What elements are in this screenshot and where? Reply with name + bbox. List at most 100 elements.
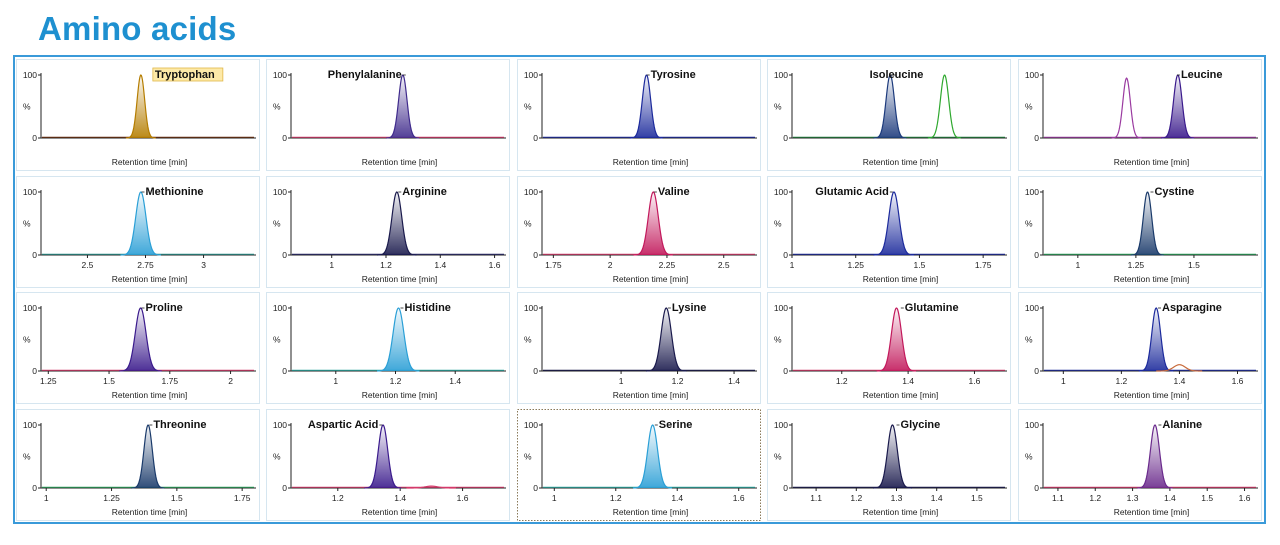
x-tick-label: 2 (228, 376, 233, 386)
chromatogram-panel[interactable]: 100 0% 1.2 1.4 1.6 Retention time [min] Glutam… (767, 292, 1012, 404)
peak-trace (873, 423, 912, 489)
chromatogram-panel[interactable]: 100 0% 1 1.2 1.4 1.6 Retention time [min] Serin… (516, 408, 761, 521)
peak-shade (1130, 191, 1164, 255)
peak-trace (119, 307, 162, 372)
x-tick-label: 2.75 (137, 260, 154, 270)
y-axis-label: % (774, 335, 782, 345)
y-axis-label: % (1025, 102, 1033, 112)
y-axis-label: % (524, 335, 532, 345)
x-tick-label: 1.75 (234, 493, 251, 503)
y-axis-label: % (273, 102, 281, 112)
x-tick-label: 1 (790, 260, 795, 270)
y-axis-label: % (23, 102, 31, 112)
x-tick-label: 1.1 (1052, 493, 1064, 503)
x-axis-label: Retention time [min] (1113, 390, 1189, 400)
x-tick-label: 1.4 (435, 260, 447, 270)
chart-title: Phenylalanine (328, 69, 402, 81)
chromatogram-panel[interactable]: 100 0% 1 1.2 1.4 1.6 Retention time [min] Aspar… (1017, 292, 1262, 404)
peak-shade (386, 75, 420, 138)
peak-trace (645, 307, 687, 372)
x-axis-label: Retention time [min] (613, 507, 689, 517)
panel-border (1017, 175, 1262, 288)
x-tick-label: 1 (330, 260, 335, 270)
x-tick-label: 1.75 (545, 260, 562, 270)
chromatogram-panel[interactable]: 100 0% Retention time [min] Isoleucine (767, 59, 1012, 171)
peak-shade (645, 308, 687, 371)
x-tick-label: 1.6 (969, 376, 981, 386)
x-axis-label: Retention time [min] (362, 390, 438, 400)
chromatogram-panel[interactable]: 100 0% 1.2 1.4 1.6 Retention time [min] Aspart… (266, 408, 511, 521)
panel-border (516, 175, 761, 288)
x-tick-label: 1.4 (1173, 376, 1185, 386)
x-tick-label: 1.5 (1201, 493, 1213, 503)
x-tick-label: 1.4 (728, 376, 740, 386)
x-tick-label: 2.5 (718, 260, 730, 270)
y-tick-label: 100 (273, 303, 287, 313)
peak-trace (629, 74, 663, 139)
x-tick-label: 2.25 (658, 260, 675, 270)
chromatogram-panel[interactable]: 100 0% 1.1 1.2 1.3 1.4 1.5 1.6 Retention time [m… (1017, 408, 1262, 521)
title-highlight (152, 67, 224, 82)
x-tick-label: 1 (552, 493, 557, 503)
chart-title: Tryptophan (155, 69, 215, 81)
x-tick-label: 1.5 (1188, 260, 1200, 270)
peak-shade (1138, 308, 1173, 371)
peak-trace (632, 423, 672, 489)
y-axis-label: % (273, 218, 281, 228)
y-axis-label: % (273, 451, 281, 461)
chart-title: Isoleucine (870, 69, 924, 81)
y-tick-label: 0 (533, 366, 538, 376)
chromatogram-panel[interactable]: 100 0% 1.1 1.2 1.3 1.4 1.5 Retention time [min]… (767, 408, 1012, 521)
x-tick-label: 1.5 (171, 493, 183, 503)
y-tick-label: 100 (1024, 420, 1038, 430)
panel-border (266, 292, 511, 404)
y-axis-label: % (23, 335, 31, 345)
chromatogram-panel[interactable]: 100 0% Retention time [min] Phenylalanine (266, 59, 511, 171)
chromatogram-panel[interactable]: 100 0% 1 1.25 1.5 1.75 Retention time [min] Glu… (767, 175, 1012, 288)
y-tick-label: 100 (1024, 187, 1038, 197)
chromatogram-panel[interactable]: 100 0% 2.5 2.75 3 Retention time [min] Methion… (16, 175, 260, 288)
y-tick-label: 0 (1034, 366, 1039, 376)
chromatogram-panel[interactable]: 100 0% 1 1.2 1.4 1.6 Retention time [min] Argin… (266, 175, 511, 288)
chromatogram-panel[interactable]: 100 0% 1.75 2 2.25 2.5 Retention time [min] Val… (516, 175, 761, 288)
x-tick-label: 1 (1061, 376, 1066, 386)
y-tick-label: 0 (283, 250, 288, 260)
x-axis-label: Retention time [min] (613, 157, 689, 167)
y-tick-label: 0 (32, 483, 37, 493)
chart-title: Glutamine (905, 302, 959, 314)
y-axis-label: % (1025, 451, 1033, 461)
chromatogram-panel[interactable]: 100 0% 1 1.2 1.4 Retention time [min] Histidin… (266, 292, 511, 404)
x-tick-label: 1.4 (671, 493, 683, 503)
x-tick-label: 1.25 (103, 493, 120, 503)
x-tick-label: 1.2 (836, 376, 848, 386)
x-tick-label: 1.2 (851, 493, 863, 503)
x-axis-label: Retention time [min] (362, 157, 438, 167)
x-tick-label: 1.2 (1089, 493, 1101, 503)
chromatogram-panel[interactable]: 100 0% 1 1.2 1.4 Retention time [min] Lysine (516, 292, 761, 404)
chromatogram-panel[interactable]: 100 0% 1.25 1.5 1.75 2 Retention time [min] Pro… (16, 292, 260, 404)
chromatogram-panel[interactable]: 100 0% Retention time [min] Leucine (1017, 59, 1262, 171)
x-axis-label: Retention time [min] (863, 390, 939, 400)
x-tick-label: 2.5 (82, 260, 94, 270)
x-tick-label: 1.2 (610, 493, 622, 503)
chromatogram-panel[interactable]: 100 0% Retention time [min] Tryptophan (16, 59, 260, 171)
panel-border (1017, 292, 1262, 404)
x-tick-label: 1.6 (1231, 376, 1243, 386)
peak-shade (1160, 75, 1194, 138)
x-tick-label: 1.2 (1115, 376, 1127, 386)
chromatogram-panel[interactable]: 100 0% 1 1.25 1.5 1.75 Retention time [min] Thr… (16, 408, 260, 521)
peak-shade (873, 424, 912, 488)
x-tick-label: 1 (1075, 260, 1080, 270)
chromatogram-panel[interactable]: 100 0% 1 1.25 1.5 Retention time [min] Cystine (1017, 175, 1262, 288)
x-tick-label: 1.5 (971, 493, 983, 503)
y-tick-label: 100 (273, 420, 287, 430)
x-tick-label: 1.6 (1238, 493, 1250, 503)
x-tick-label: 1 (619, 376, 624, 386)
y-tick-label: 0 (783, 250, 788, 260)
chromatogram-panel[interactable]: 100 0% Retention time [min] Tyrosine (516, 59, 761, 171)
peak-trace (131, 423, 165, 489)
y-tick-label: 0 (32, 366, 37, 376)
x-tick-label: 1 (334, 376, 339, 386)
x-axis-label: Retention time [min] (1113, 507, 1189, 517)
peak-shade (131, 424, 165, 488)
